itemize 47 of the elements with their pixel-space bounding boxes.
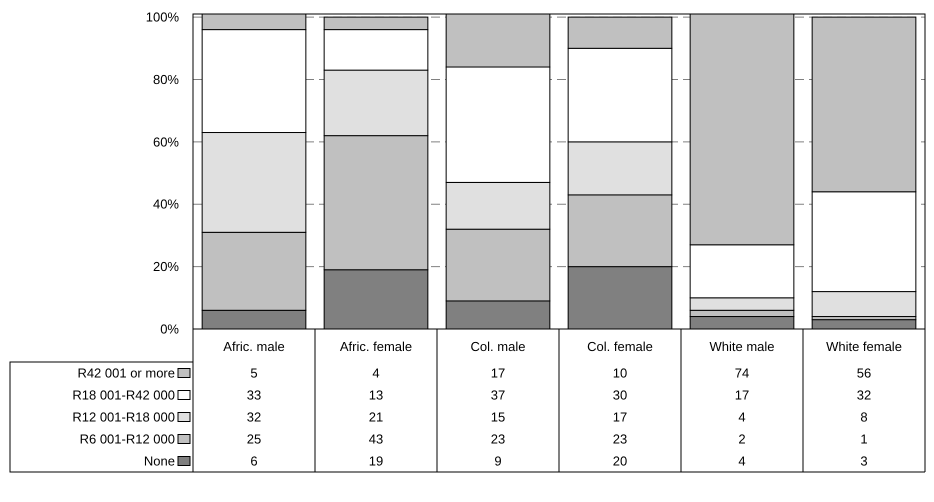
data-label: 74 xyxy=(734,366,750,380)
legend-label: None xyxy=(144,454,175,468)
data-label: 56 xyxy=(856,366,872,380)
data-label: 32 xyxy=(246,410,262,424)
y-tick-label: 60% xyxy=(152,134,180,150)
x-tick-label: Col. female xyxy=(587,339,653,354)
y-tick-label: 20% xyxy=(152,259,180,274)
x-tick-label: White female xyxy=(826,339,902,354)
data-label: 8 xyxy=(860,410,868,424)
y-tick-label: 100% xyxy=(146,10,180,25)
data-label: 4 xyxy=(738,454,746,468)
data-label: 19 xyxy=(368,454,384,468)
data-label: 3 xyxy=(860,454,868,468)
legend-label: R12 001-R18 000 xyxy=(72,410,175,424)
data-label: 9 xyxy=(494,454,502,468)
data-label: 23 xyxy=(612,432,628,446)
y-tick-label: 0% xyxy=(160,322,180,336)
data-label: 20 xyxy=(612,454,628,468)
data-label: 15 xyxy=(490,410,506,424)
data-label: 2 xyxy=(738,432,746,446)
data-label: 17 xyxy=(490,366,506,380)
y-tick-label: 40% xyxy=(152,196,180,212)
data-label: 37 xyxy=(490,388,506,402)
data-label: 4 xyxy=(738,410,746,424)
x-tick-label: Afric. male xyxy=(223,339,285,354)
data-label: 4 xyxy=(372,366,380,380)
data-label: 17 xyxy=(734,388,750,402)
data-label: 13 xyxy=(368,388,384,402)
legend-label: R42 001 or more xyxy=(77,366,175,380)
x-tick-label: Afric. female xyxy=(340,339,412,354)
data-label: 30 xyxy=(612,388,628,402)
x-tick-label: White male xyxy=(709,339,775,354)
data-label: 5 xyxy=(250,366,258,380)
data-label: 23 xyxy=(490,432,506,446)
x-tick-label: Col. male xyxy=(470,339,526,354)
data-label: 43 xyxy=(368,432,384,446)
data-label: 33 xyxy=(246,388,262,402)
legend-label: R18 001-R42 000 xyxy=(72,388,175,402)
data-label: 17 xyxy=(612,410,628,424)
data-label: 32 xyxy=(856,388,872,402)
data-label: 10 xyxy=(612,366,628,380)
legend-label: R6 001-R12 000 xyxy=(80,432,175,446)
y-tick-label: 80% xyxy=(152,72,180,87)
data-label: 6 xyxy=(250,454,258,468)
data-label: 25 xyxy=(246,432,262,446)
data-label: 1 xyxy=(860,432,868,446)
data-label: 21 xyxy=(368,410,384,424)
